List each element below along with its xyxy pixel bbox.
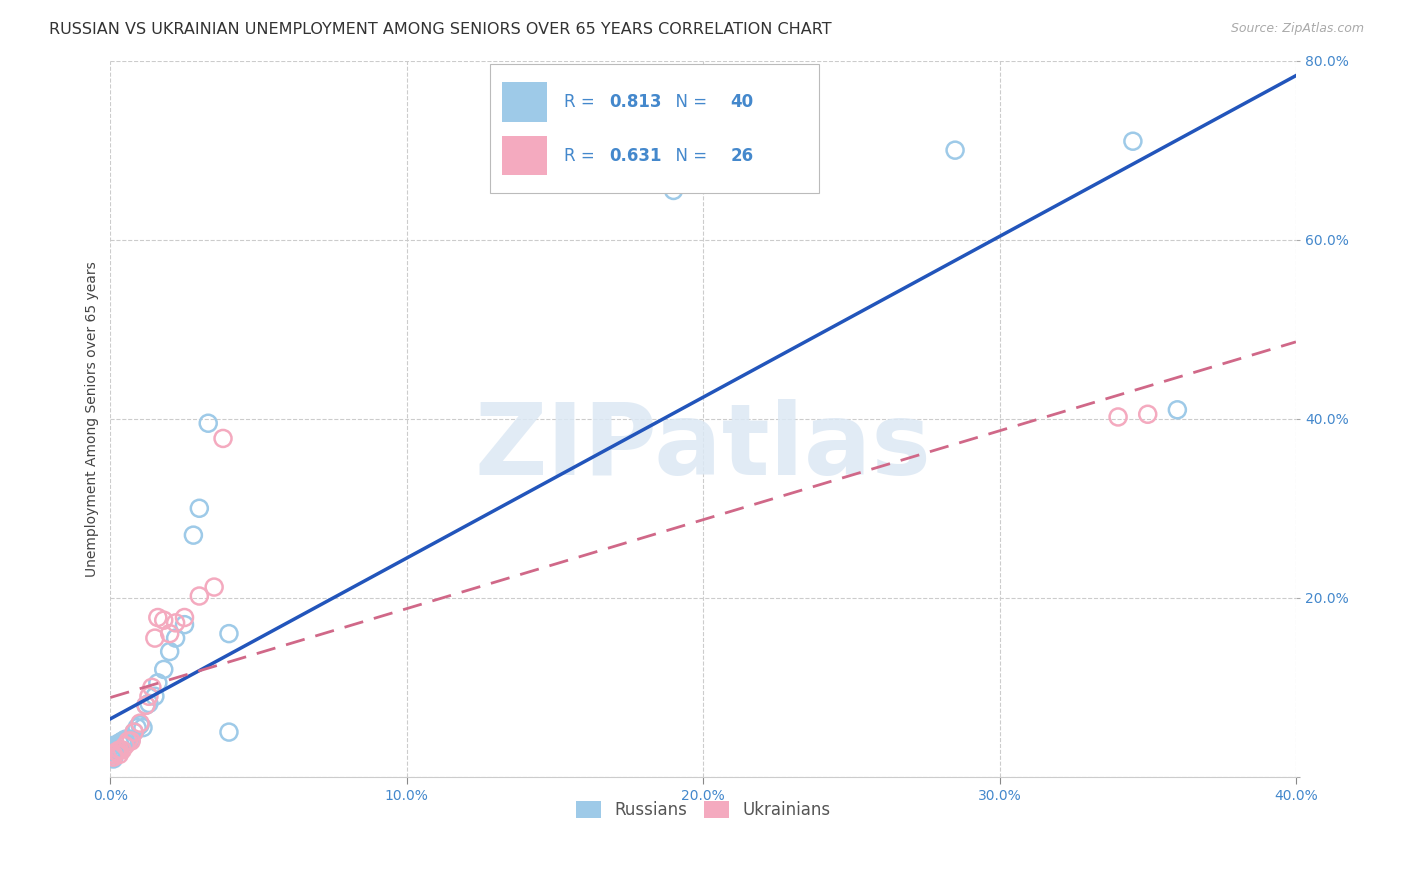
Point bbox=[146, 676, 169, 690]
Text: N =: N = bbox=[665, 146, 713, 164]
Point bbox=[103, 752, 125, 766]
Point bbox=[152, 662, 174, 676]
Point bbox=[103, 747, 125, 762]
Point bbox=[135, 698, 157, 713]
FancyBboxPatch shape bbox=[502, 136, 547, 175]
Point bbox=[202, 580, 225, 594]
Point bbox=[183, 528, 205, 542]
Point bbox=[197, 416, 219, 430]
Point bbox=[105, 743, 128, 757]
Point bbox=[103, 745, 125, 759]
Point bbox=[103, 747, 125, 762]
Point bbox=[138, 690, 160, 704]
Point bbox=[103, 739, 125, 753]
Point bbox=[165, 631, 187, 645]
Point bbox=[143, 690, 166, 704]
Point bbox=[173, 617, 195, 632]
Point bbox=[105, 745, 128, 759]
Point bbox=[218, 725, 240, 739]
Point bbox=[111, 734, 134, 748]
Point bbox=[1122, 134, 1144, 148]
Legend: Russians, Ukrainians: Russians, Ukrainians bbox=[569, 795, 837, 826]
Point bbox=[120, 734, 142, 748]
Point bbox=[117, 732, 139, 747]
Text: R =: R = bbox=[564, 146, 600, 164]
Point bbox=[103, 747, 125, 762]
Text: RUSSIAN VS UKRAINIAN UNEMPLOYMENT AMONG SENIORS OVER 65 YEARS CORRELATION CHART: RUSSIAN VS UKRAINIAN UNEMPLOYMENT AMONG … bbox=[49, 22, 832, 37]
Point bbox=[152, 613, 174, 627]
Point bbox=[103, 741, 125, 756]
Point bbox=[103, 750, 125, 764]
Point bbox=[159, 626, 181, 640]
Point bbox=[111, 743, 134, 757]
Text: 0.813: 0.813 bbox=[610, 93, 662, 111]
Point bbox=[108, 736, 131, 750]
Point bbox=[662, 184, 685, 198]
Point bbox=[108, 747, 131, 762]
Point bbox=[103, 750, 125, 764]
Point bbox=[218, 626, 240, 640]
Point bbox=[132, 721, 155, 735]
Point bbox=[1136, 407, 1159, 421]
Point bbox=[114, 736, 136, 750]
Point bbox=[165, 615, 187, 630]
FancyBboxPatch shape bbox=[502, 82, 547, 121]
Text: R =: R = bbox=[564, 93, 600, 111]
Text: ZIPatlas: ZIPatlas bbox=[475, 399, 932, 496]
Point bbox=[103, 739, 125, 753]
Text: 0.631: 0.631 bbox=[610, 146, 662, 164]
Point bbox=[141, 681, 163, 695]
Point bbox=[173, 610, 195, 624]
Text: N =: N = bbox=[665, 93, 713, 111]
Point bbox=[114, 732, 136, 747]
Point bbox=[103, 743, 125, 757]
Point bbox=[143, 631, 166, 645]
Point bbox=[1107, 409, 1129, 424]
Point bbox=[120, 732, 142, 747]
FancyBboxPatch shape bbox=[489, 64, 820, 194]
Point bbox=[1166, 402, 1188, 417]
Point bbox=[135, 698, 157, 713]
Text: 26: 26 bbox=[731, 146, 754, 164]
Point bbox=[188, 589, 211, 603]
Point bbox=[146, 610, 169, 624]
Point bbox=[105, 741, 128, 756]
Point bbox=[122, 725, 145, 739]
Y-axis label: Unemployment Among Seniors over 65 years: Unemployment Among Seniors over 65 years bbox=[86, 260, 100, 576]
Point bbox=[103, 747, 125, 762]
Text: 40: 40 bbox=[731, 93, 754, 111]
Point bbox=[129, 716, 152, 731]
Point bbox=[159, 644, 181, 658]
Point bbox=[138, 697, 160, 711]
Point bbox=[943, 143, 966, 157]
Point bbox=[122, 725, 145, 739]
Point bbox=[129, 718, 152, 732]
Point bbox=[212, 432, 235, 446]
Point bbox=[125, 721, 148, 735]
Point bbox=[108, 743, 131, 757]
Point bbox=[103, 743, 125, 757]
Point bbox=[188, 501, 211, 516]
Point bbox=[108, 743, 131, 757]
Point bbox=[117, 734, 139, 748]
Point bbox=[114, 739, 136, 753]
Text: Source: ZipAtlas.com: Source: ZipAtlas.com bbox=[1230, 22, 1364, 36]
